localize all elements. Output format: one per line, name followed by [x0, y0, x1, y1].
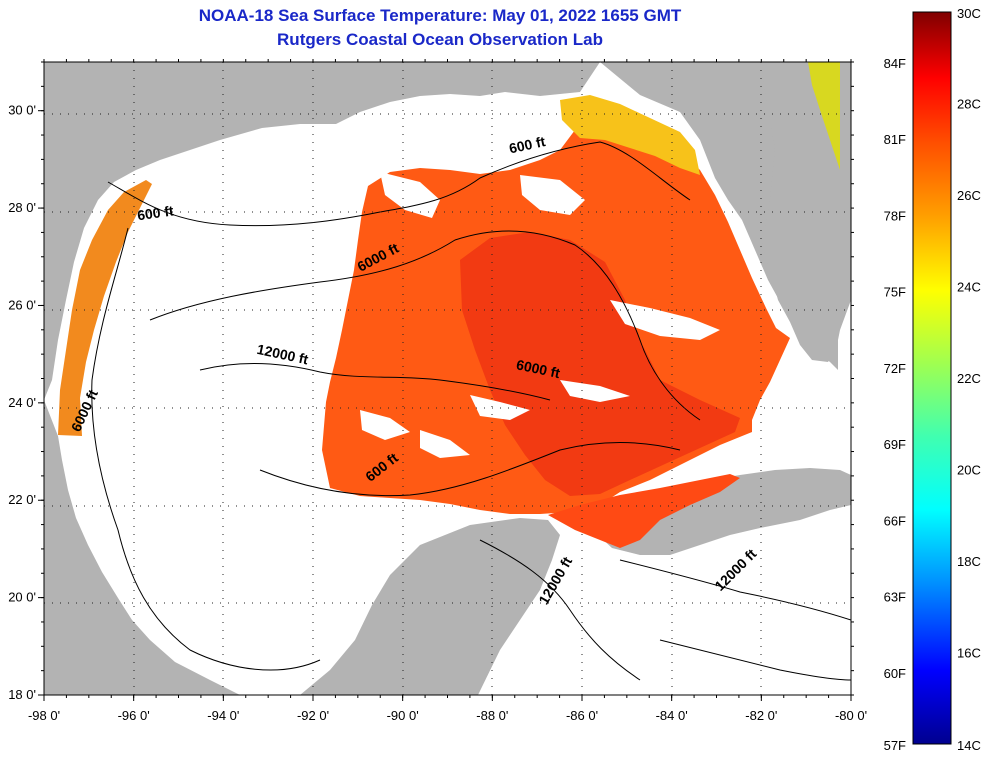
y-tick-label: 26 0': [8, 297, 36, 312]
x-tick-label: -86 0': [566, 708, 598, 723]
colorbar-fahrenheit-label: 78F: [884, 208, 906, 223]
x-tick-label: -90 0': [387, 708, 419, 723]
y-tick-label: 22 0': [8, 492, 36, 507]
colorbar-fahrenheit-label: 63F: [884, 590, 906, 605]
sst-caribbean-patch: [548, 474, 740, 548]
y-tick-label: 20 0': [8, 590, 36, 605]
colorbar-fahrenheit-label: 84F: [884, 56, 906, 71]
sst-atlantic-sliver: [808, 62, 840, 170]
sst-coastal-band: [560, 95, 700, 175]
x-tick-label: -80 0': [835, 708, 867, 723]
colorbar-celsius-label: 28C: [957, 97, 981, 112]
colorbar-fahrenheit-label: 81F: [884, 132, 906, 147]
colorbar-celsius-label: 18C: [957, 554, 981, 569]
bathymetry-contours: [91, 141, 851, 681]
colorbar-fahrenheit-label: 69F: [884, 437, 906, 452]
land-us-north: [44, 62, 838, 400]
x-tick-label: -88 0': [476, 708, 508, 723]
colorbar-celsius-label: 14C: [957, 738, 981, 753]
colorbar-fahrenheit-labels: 84F 81F 78F 75F 72F 69F 66F 63F 60F 57F: [884, 56, 906, 753]
land-cuba: [595, 468, 851, 555]
land-yucatan: [300, 518, 560, 695]
sst-west-strip: [58, 180, 152, 436]
land-mexico-west: [44, 400, 240, 695]
y-tick-label: 18 0': [8, 687, 36, 702]
colorbar-fahrenheit-label: 57F: [884, 738, 906, 753]
contour-label: 600 ft: [508, 133, 547, 156]
sst-warm-core: [460, 232, 740, 496]
colorbar-celsius-label: 16C: [957, 646, 981, 661]
colorbar-fahrenheit-label: 72F: [884, 361, 906, 376]
map-subtitle: Rutgers Coastal Ocean Observation Lab: [277, 30, 603, 49]
cloud-gaps: [360, 172, 720, 458]
colorbar-fahrenheit-label: 75F: [884, 285, 906, 300]
colorbar-fahrenheit-label: 60F: [884, 666, 906, 681]
x-tick-label: -98 0': [28, 708, 60, 723]
y-axis: 30 0' 28 0' 26 0' 24 0' 22 0' 20 0' 18 0': [8, 61, 854, 702]
x-axis: -98 0' -96 0' -94 0' -92 0' -90 0' -88 0' -86 …: [28, 59, 867, 723]
contour-label: 600 ft: [136, 202, 175, 223]
x-tick-label: -82 0': [745, 708, 777, 723]
colorbar-fahrenheit-label: 66F: [884, 513, 906, 528]
y-tick-label: 30 0': [8, 103, 36, 118]
x-tick-label: -96 0': [118, 708, 150, 723]
y-tick-label: 24 0': [8, 395, 36, 410]
colorbar-celsius-labels: 30C 28C 26C 24C 22C 20C 18C 16C 14C: [957, 6, 981, 753]
colorbar-celsius-label: 26C: [957, 188, 981, 203]
colorbar-celsius-label: 30C: [957, 6, 981, 21]
colorbar-celsius-label: 24C: [957, 280, 981, 295]
graticule: [44, 62, 851, 695]
colorbar-celsius-label: 22C: [957, 371, 981, 386]
colorbar-gradient: [912, 11, 952, 745]
x-tick-label: -92 0': [297, 708, 329, 723]
y-tick-label: 28 0': [8, 200, 36, 215]
x-tick-label: -84 0': [656, 708, 688, 723]
x-tick-label: -94 0': [207, 708, 239, 723]
land-florida: [760, 62, 851, 362]
map-title: NOAA-18 Sea Surface Temperature: May 01,…: [198, 6, 682, 25]
colorbar-celsius-label: 20C: [957, 463, 981, 478]
